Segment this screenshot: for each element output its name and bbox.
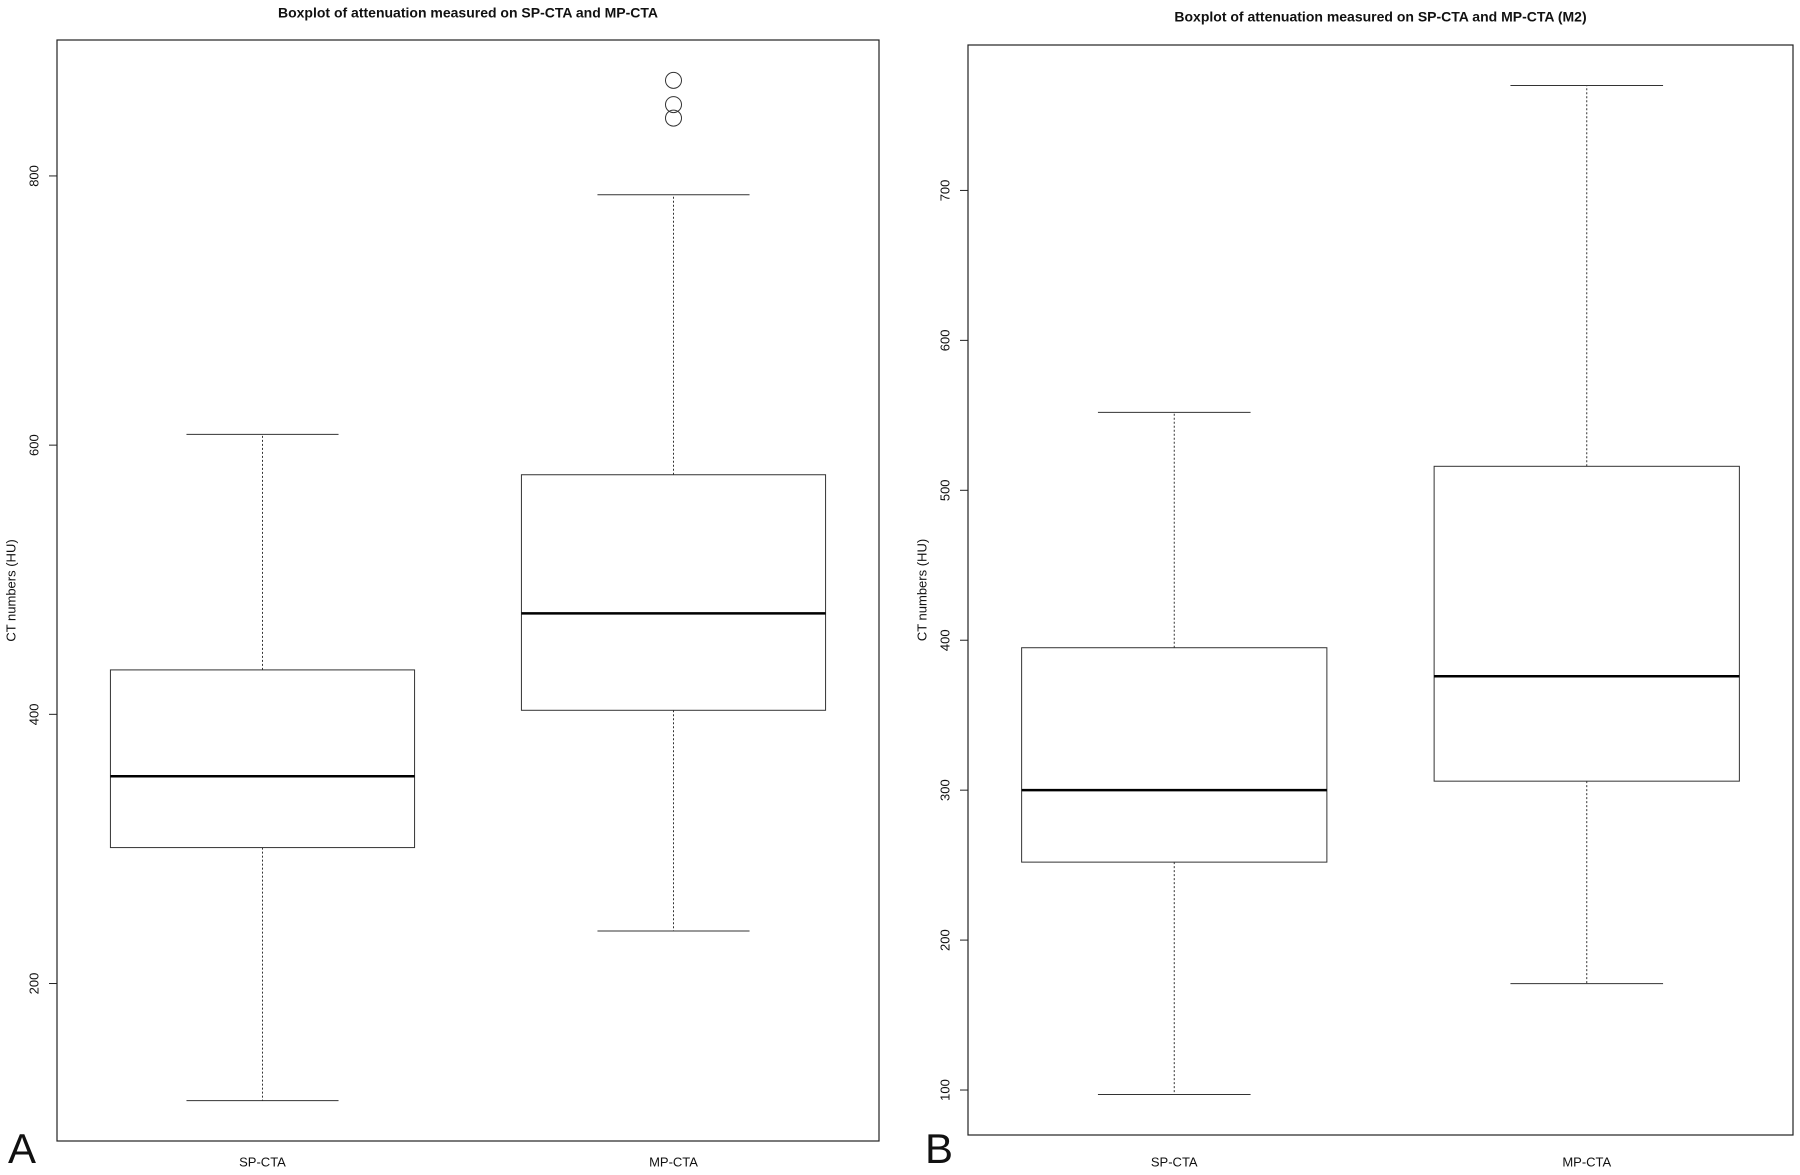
- y-tick-label: 800: [26, 165, 41, 187]
- y-tick-label: 300: [937, 779, 952, 801]
- outlier: [665, 109, 682, 127]
- y-tick-label: 200: [26, 973, 41, 995]
- y-tick-label: 700: [937, 180, 952, 202]
- plot-frame: [967, 44, 1794, 1136]
- y-tick-label: 500: [937, 479, 952, 501]
- y-tick-label: 200: [937, 929, 952, 951]
- y-tick-label: 600: [937, 330, 952, 352]
- box: [109, 669, 416, 849]
- box: [1021, 647, 1328, 863]
- panel-label: B: [925, 1125, 953, 1172]
- y-axis-label: CT numbers (HU): [3, 539, 18, 641]
- y-axis-label: CT numbers (HU): [914, 539, 929, 641]
- plot-frame: [56, 39, 880, 1142]
- x-tick-label: SP-CTA: [239, 1154, 286, 1169]
- x-tick-label: MP-CTA: [649, 1154, 698, 1169]
- x-tick-label: MP-CTA: [1562, 1154, 1611, 1169]
- y-tick-label: 400: [937, 629, 952, 651]
- outlier: [665, 96, 682, 114]
- outlier: [665, 71, 682, 89]
- box: [1433, 465, 1740, 782]
- box: [520, 474, 827, 711]
- x-tick-label: SP-CTA: [1151, 1154, 1198, 1169]
- panel-label: A: [8, 1125, 36, 1172]
- y-tick-label: 400: [26, 703, 41, 725]
- chart-title: Boxplot of attenuation measured on SP-CT…: [1174, 9, 1586, 25]
- y-tick-label: 100: [937, 1079, 952, 1101]
- chart-title: Boxplot of attenuation measured on SP-CT…: [278, 5, 658, 21]
- y-tick-label: 600: [26, 434, 41, 456]
